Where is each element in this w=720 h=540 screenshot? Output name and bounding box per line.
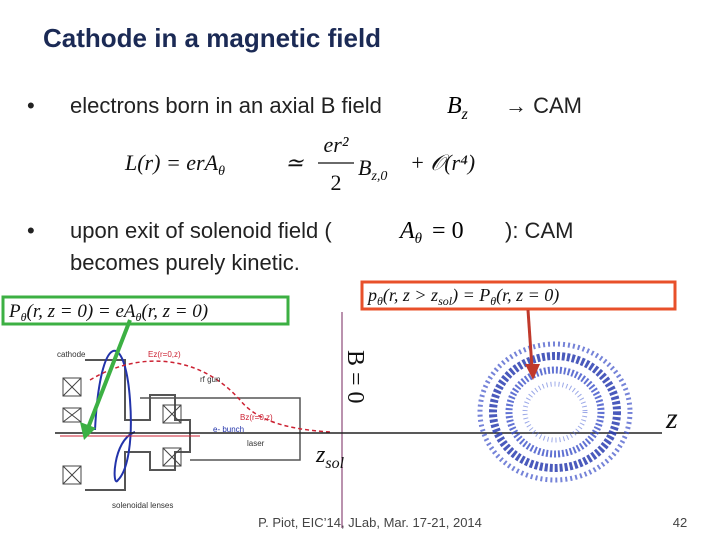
math-sub: z [461,106,469,123]
f-sub: θ [136,310,142,324]
label: solenoidal lenses [112,501,173,510]
bullet: • [27,93,35,118]
z-label: z [665,402,678,435]
equation: L(r) = erAθ ≃ er² 2 Bz,0 + 𝒪(r⁴) [124,132,475,195]
green-box [1,295,290,326]
eq-left: L(r) = erAθ [124,150,225,179]
eq-den: 2 [331,170,342,195]
math: A [398,218,415,244]
f-sub: θ [377,294,383,308]
eq-b: B [358,155,371,180]
f: p [366,285,377,305]
coils [62,377,182,485]
f: (r, z > z [383,285,438,306]
eq-num: er² [324,132,349,157]
label: rf gun [200,375,220,384]
eq-left: L(r) = erA [124,150,219,175]
zsol: z [315,442,326,468]
arrows [80,309,540,440]
red-box [360,280,677,311]
footer-citation: P. Piot, EIC’14, JLab, Mar. 17-21, 2014 [258,515,482,530]
math: = 0 [432,218,464,244]
ez-curve [94,349,136,483]
eq-approx: ≃ [285,150,304,175]
math: Aθ = 0 [398,218,464,247]
f-sub: θ [490,294,496,308]
red-box-formula: pθ(r, z > zsol) = Pθ(r, z = 0) [366,285,559,308]
eq-b: Bz,0 [358,155,387,184]
eq-sub: θ [218,164,225,179]
f: ) = P [451,285,490,306]
zsol-sub: sol [325,455,344,472]
diagram-labels: cathode Ez(r=0,z) rf gun Bz(r=0,z) e- bu… [57,350,273,510]
math: Bz [447,93,469,123]
bullet-text: → CAM [505,93,582,118]
beam-distribution [477,341,633,483]
bullet-text: electrons born in an axial B field [70,93,382,118]
title: Cathode in a magnetic field [43,23,381,53]
eq-rest: + 𝒪(r⁴) [410,150,475,175]
label: Ez(r=0,z) [148,350,181,359]
bullet: • [27,218,35,243]
label: laser [247,439,265,448]
f-sub: θ [21,310,27,324]
f: (r, z = 0) [496,285,559,306]
f: (r, z = 0) = eA [27,301,136,322]
label: Bz(r=0,z) [240,413,273,422]
f: P [8,301,21,322]
label: e- bunch [213,425,244,434]
gun-schematic [60,349,331,491]
f-sub: sol [438,294,453,308]
math: B [447,93,462,119]
page-number: 42 [673,515,687,530]
f: (r, z = 0) [141,301,208,322]
math-sub: θ [415,231,423,247]
bullet-text: becomes purely kinetic. [70,250,300,275]
green-box-formula: Pθ(r, z = 0) = eAθ(r, z = 0) [8,301,208,324]
eq-sub: z,0 [370,169,387,184]
zsol-label: zsol [315,442,345,472]
bullet-text: ): CAM [505,218,573,243]
label: cathode [57,350,86,359]
b-zero: B = 0 [342,350,368,404]
bullet-text: upon exit of solenoid field ( [70,218,332,243]
